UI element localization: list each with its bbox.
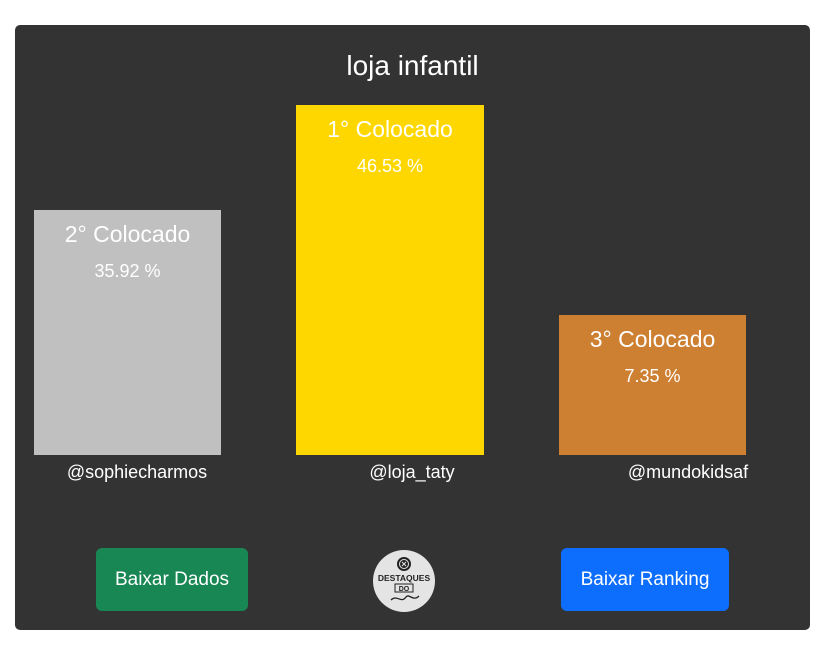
second-place-percent: 35.92 % bbox=[94, 261, 161, 281]
first-place-percent: 46.53 % bbox=[356, 156, 424, 176]
first-place-handle: @loja_taty bbox=[369, 462, 455, 482]
third-place-percent: 7.35 % bbox=[624, 366, 681, 386]
logo-text-top: DESTAQUES bbox=[378, 573, 431, 583]
third-place-label: 3° Colocado bbox=[589, 326, 716, 352]
ranking-panel: loja infantil 2° Colocado 35.92 % 1° Col… bbox=[15, 25, 810, 630]
third-place-handle: @mundokidsaf bbox=[627, 462, 749, 482]
bar-first-place: 1° Colocado 46.53 % bbox=[296, 105, 484, 455]
first-place-label: 1° Colocado bbox=[327, 116, 453, 142]
download-ranking-button[interactable]: Baixar Ranking bbox=[561, 548, 729, 611]
second-place-label: 2° Colocado bbox=[64, 221, 191, 247]
destaques-logo-svg: DESTAQUES DO bbox=[378, 557, 431, 601]
destaques-logo-icon: DESTAQUES DO bbox=[373, 550, 435, 612]
second-place-handle: @sophiecharmos bbox=[66, 462, 208, 482]
page-title: loja infantil bbox=[346, 50, 479, 81]
download-data-button[interactable]: Baixar Dados bbox=[96, 548, 248, 611]
bar-third-place: 3° Colocado 7.35 % bbox=[559, 315, 746, 455]
logo-text-bottom: DO bbox=[399, 586, 410, 593]
bar-second-place: 2° Colocado 35.92 % bbox=[34, 210, 221, 455]
